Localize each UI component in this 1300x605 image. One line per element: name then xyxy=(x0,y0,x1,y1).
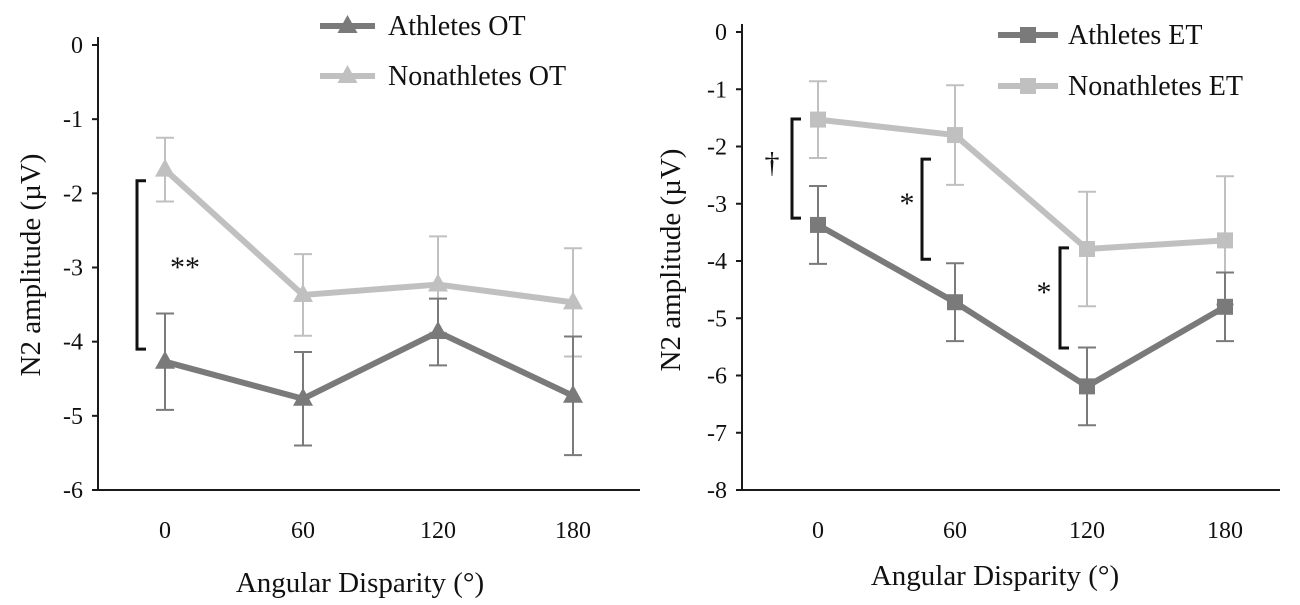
series-line xyxy=(162,167,574,306)
data-point xyxy=(1217,298,1233,315)
data-point xyxy=(293,387,313,406)
y-tick-label: -6 xyxy=(707,364,727,390)
y-tick-label: -4 xyxy=(707,249,727,275)
data-point xyxy=(1079,240,1095,257)
chart-panel-et: N2 amplitude (µV) Angular Disparity (°) … xyxy=(655,20,1280,592)
significance-label: † xyxy=(765,147,780,180)
y-tick-label: 0 xyxy=(715,20,727,46)
significance-bracket xyxy=(1058,246,1069,350)
significance-bracket xyxy=(920,157,931,261)
data-point xyxy=(947,127,963,144)
y-tick-label: -1 xyxy=(707,77,727,103)
x-tick-label: 120 xyxy=(420,518,456,544)
y-tick-label: 0 xyxy=(71,33,83,59)
legend-swatch-marker xyxy=(337,65,358,83)
data-point xyxy=(1217,232,1233,249)
data-point xyxy=(563,384,583,403)
significance-label: * xyxy=(900,187,915,220)
x-tick-label: 120 xyxy=(1069,518,1105,544)
y-tick-label: -2 xyxy=(707,135,727,161)
data-point xyxy=(293,283,313,302)
data-point xyxy=(563,291,583,310)
y-tick-label: -4 xyxy=(63,330,83,356)
x-axis-title: Angular Disparity (°) xyxy=(236,567,484,599)
y-tick-label: -2 xyxy=(63,181,83,207)
y-tick-label: -5 xyxy=(63,404,83,430)
x-tick-label: 180 xyxy=(555,518,591,544)
legend-swatch-marker xyxy=(1020,27,1036,43)
significance-label: * xyxy=(1037,276,1052,309)
data-point xyxy=(428,273,448,292)
y-tick-label: -3 xyxy=(63,256,83,282)
y-axis-title: N2 amplitude (µV) xyxy=(15,154,47,377)
legend-label: Athletes ET xyxy=(1068,20,1203,51)
legend-label: Athletes OT xyxy=(388,11,526,42)
x-tick-label: 180 xyxy=(1207,518,1243,544)
legend-swatch-marker xyxy=(1020,78,1036,94)
legend-label: Nonathletes OT xyxy=(388,61,566,92)
significance-bracket xyxy=(790,117,801,220)
x-tick-label: 60 xyxy=(291,518,315,544)
data-point xyxy=(947,294,963,311)
y-tick-label: -6 xyxy=(63,478,83,504)
data-point xyxy=(155,350,175,369)
x-tick-label: 60 xyxy=(943,518,967,544)
x-axis-title: Angular Disparity (°) xyxy=(871,560,1119,592)
y-tick-label: -5 xyxy=(707,306,727,332)
x-tick-label: 0 xyxy=(812,518,824,544)
data-point xyxy=(1079,378,1095,395)
data-point xyxy=(428,321,448,340)
series-line xyxy=(816,222,1227,390)
legend-swatch-marker xyxy=(337,15,358,33)
data-point xyxy=(810,111,826,128)
series-line xyxy=(164,329,575,402)
y-axis-title: N2 amplitude (µV) xyxy=(655,149,687,372)
chart-panel-ot: N2 amplitude (µV) Angular Disparity (°) … xyxy=(15,11,640,599)
significance-bracket xyxy=(135,179,146,351)
x-tick-label: 0 xyxy=(159,518,171,544)
y-tick-label: -3 xyxy=(707,192,727,218)
data-point xyxy=(810,216,826,233)
legend-label: Nonathletes ET xyxy=(1068,71,1243,102)
y-tick-label: -8 xyxy=(707,478,727,504)
y-tick-label: -7 xyxy=(707,421,727,447)
significance-label: ** xyxy=(170,251,200,284)
y-tick-label: -1 xyxy=(63,107,83,133)
data-point xyxy=(155,158,175,177)
series-line xyxy=(817,116,1226,252)
